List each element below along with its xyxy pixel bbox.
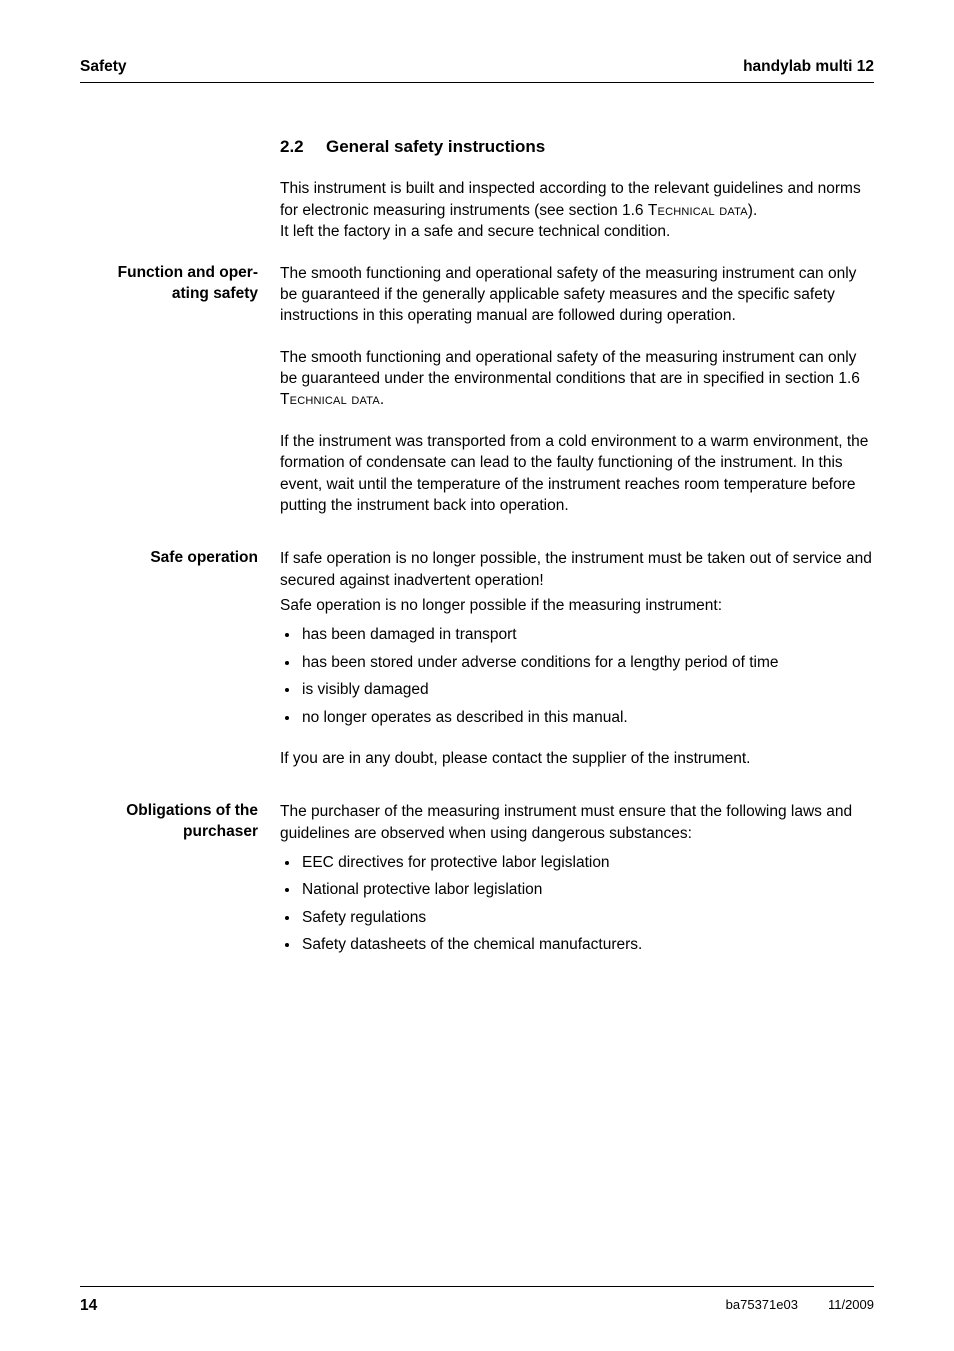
intro-p1-smallcaps: Technical data [648,202,748,219]
list-item: National protective labor legislation [300,879,874,900]
running-head-left: Safety [80,58,127,76]
section-heading-cell: 2.2General safety instructions This inst… [280,135,874,263]
block1-p2-smallcaps: Technical data [280,391,380,408]
block1-body: The smooth functioning and operational s… [280,263,874,549]
side-label-function-l1: Function and oper- [118,264,258,281]
side-label-safe-operation: Safe operation [80,548,258,801]
page-footer: 14 ba75371e03 11/2009 [80,1286,874,1315]
block1-p2: The smooth functioning and operational s… [280,347,874,411]
list-item: has been stored under adverse conditions… [300,652,874,673]
side-label-function-l2: ating safety [172,285,258,302]
section-heading: 2.2General safety instructions [280,135,874,158]
side-empty-heading [80,135,258,263]
block2-intro-p1: If safe operation is no longer possible,… [280,548,874,591]
footer-doc-id: ba75371e03 [726,1297,798,1315]
list-item: is visibly damaged [300,679,874,700]
running-head-right: handylab multi 12 [743,58,874,76]
list-item: EEC directives for protective labor legi… [300,852,874,873]
running-head: Safety handylab multi 12 [80,58,874,83]
block3-intro: The purchaser of the measuring instrumen… [280,801,874,844]
intro-paragraph: This instrument is built and inspected a… [280,178,874,242]
side-label-obligations-l1: Obligations of the [126,802,258,819]
list-item: Safety datasheets of the chemical manufa… [300,934,874,955]
footer-date: 11/2009 [828,1297,874,1315]
intro-p1a: This instrument is built and inspected a… [280,180,861,218]
section-title: General safety instructions [326,137,545,156]
side-label-function: Function and oper- ating safety [80,263,258,549]
block2-bullet-list: has been damaged in transport has been s… [280,624,874,728]
section-number: 2.2 [280,135,326,158]
block2-outro: If you are in any doubt, please contact … [280,748,874,769]
page-number: 14 [80,1297,97,1315]
list-item: has been damaged in transport [300,624,874,645]
intro-p1b: ). [748,202,757,219]
side-label-obligations: Obligations of the purchaser [80,801,258,975]
block3-body: The purchaser of the measuring instrumen… [280,801,874,975]
content-grid: 2.2General safety instructions This inst… [80,135,874,976]
block2-body: If safe operation is no longer possible,… [280,548,874,801]
block1-p2a: The smooth functioning and operational s… [280,349,860,387]
block2-intro-p2: Safe operation is no longer possible if … [280,595,874,616]
block1-p1: The smooth functioning and operational s… [280,263,874,327]
block3-bullet-list: EEC directives for protective labor legi… [280,852,874,956]
footer-right: ba75371e03 11/2009 [726,1297,874,1315]
block1-p2b: . [380,391,384,408]
side-label-obligations-l2: purchaser [183,823,258,840]
block1-p3: If the instrument was transported from a… [280,431,874,517]
list-item: no longer operates as described in this … [300,707,874,728]
intro-p2: It left the factory in a safe and secure… [280,223,670,240]
list-item: Safety regulations [300,907,874,928]
